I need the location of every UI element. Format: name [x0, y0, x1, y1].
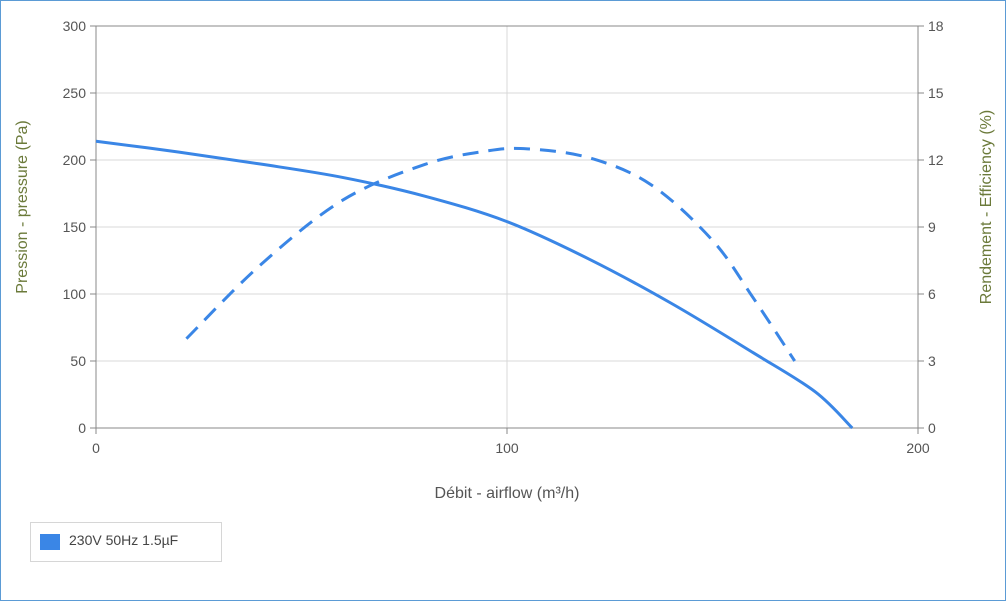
y2-tick-label: 6	[928, 286, 936, 302]
y2-axis-label: Rendement - Efficiency (%)	[978, 110, 995, 304]
ticks: 0 50 100 150 200 250 300 0 3 6 9 12 15 18 0 100 200	[63, 18, 944, 456]
y2-tick-label: 0	[928, 420, 936, 436]
x-tick-label: 100	[495, 440, 519, 456]
series-lines	[95, 139, 854, 430]
grid	[96, 25, 918, 428]
efficiency-curve	[185, 146, 796, 362]
y2-tick-label: 3	[928, 353, 936, 369]
y2-tick-label: 9	[928, 219, 936, 235]
x-tick-label: 200	[906, 440, 930, 456]
y-tick-label: 300	[63, 18, 87, 34]
pressure-curve	[95, 139, 854, 430]
y-tick-label: 0	[78, 420, 86, 436]
y2-tick-label: 12	[928, 152, 944, 168]
x-tick-label: 0	[92, 440, 100, 456]
x-axis-label: Débit - airflow (m³/h)	[435, 485, 580, 502]
y-tick-label: 200	[63, 152, 87, 168]
legend-swatch	[40, 534, 60, 550]
legend-label: 230V 50Hz 1.5µF	[69, 532, 179, 548]
legend: 230V 50Hz 1.5µF	[30, 522, 222, 562]
y-tick-label: 150	[63, 219, 87, 235]
y2-tick-label: 18	[928, 18, 944, 34]
y-axis-label: Pression - pressure (Pa)	[14, 120, 31, 293]
y-tick-label: 250	[63, 85, 87, 101]
y-tick-label: 50	[70, 353, 86, 369]
y2-tick-label: 15	[928, 85, 944, 101]
y-tick-label: 100	[63, 286, 87, 302]
